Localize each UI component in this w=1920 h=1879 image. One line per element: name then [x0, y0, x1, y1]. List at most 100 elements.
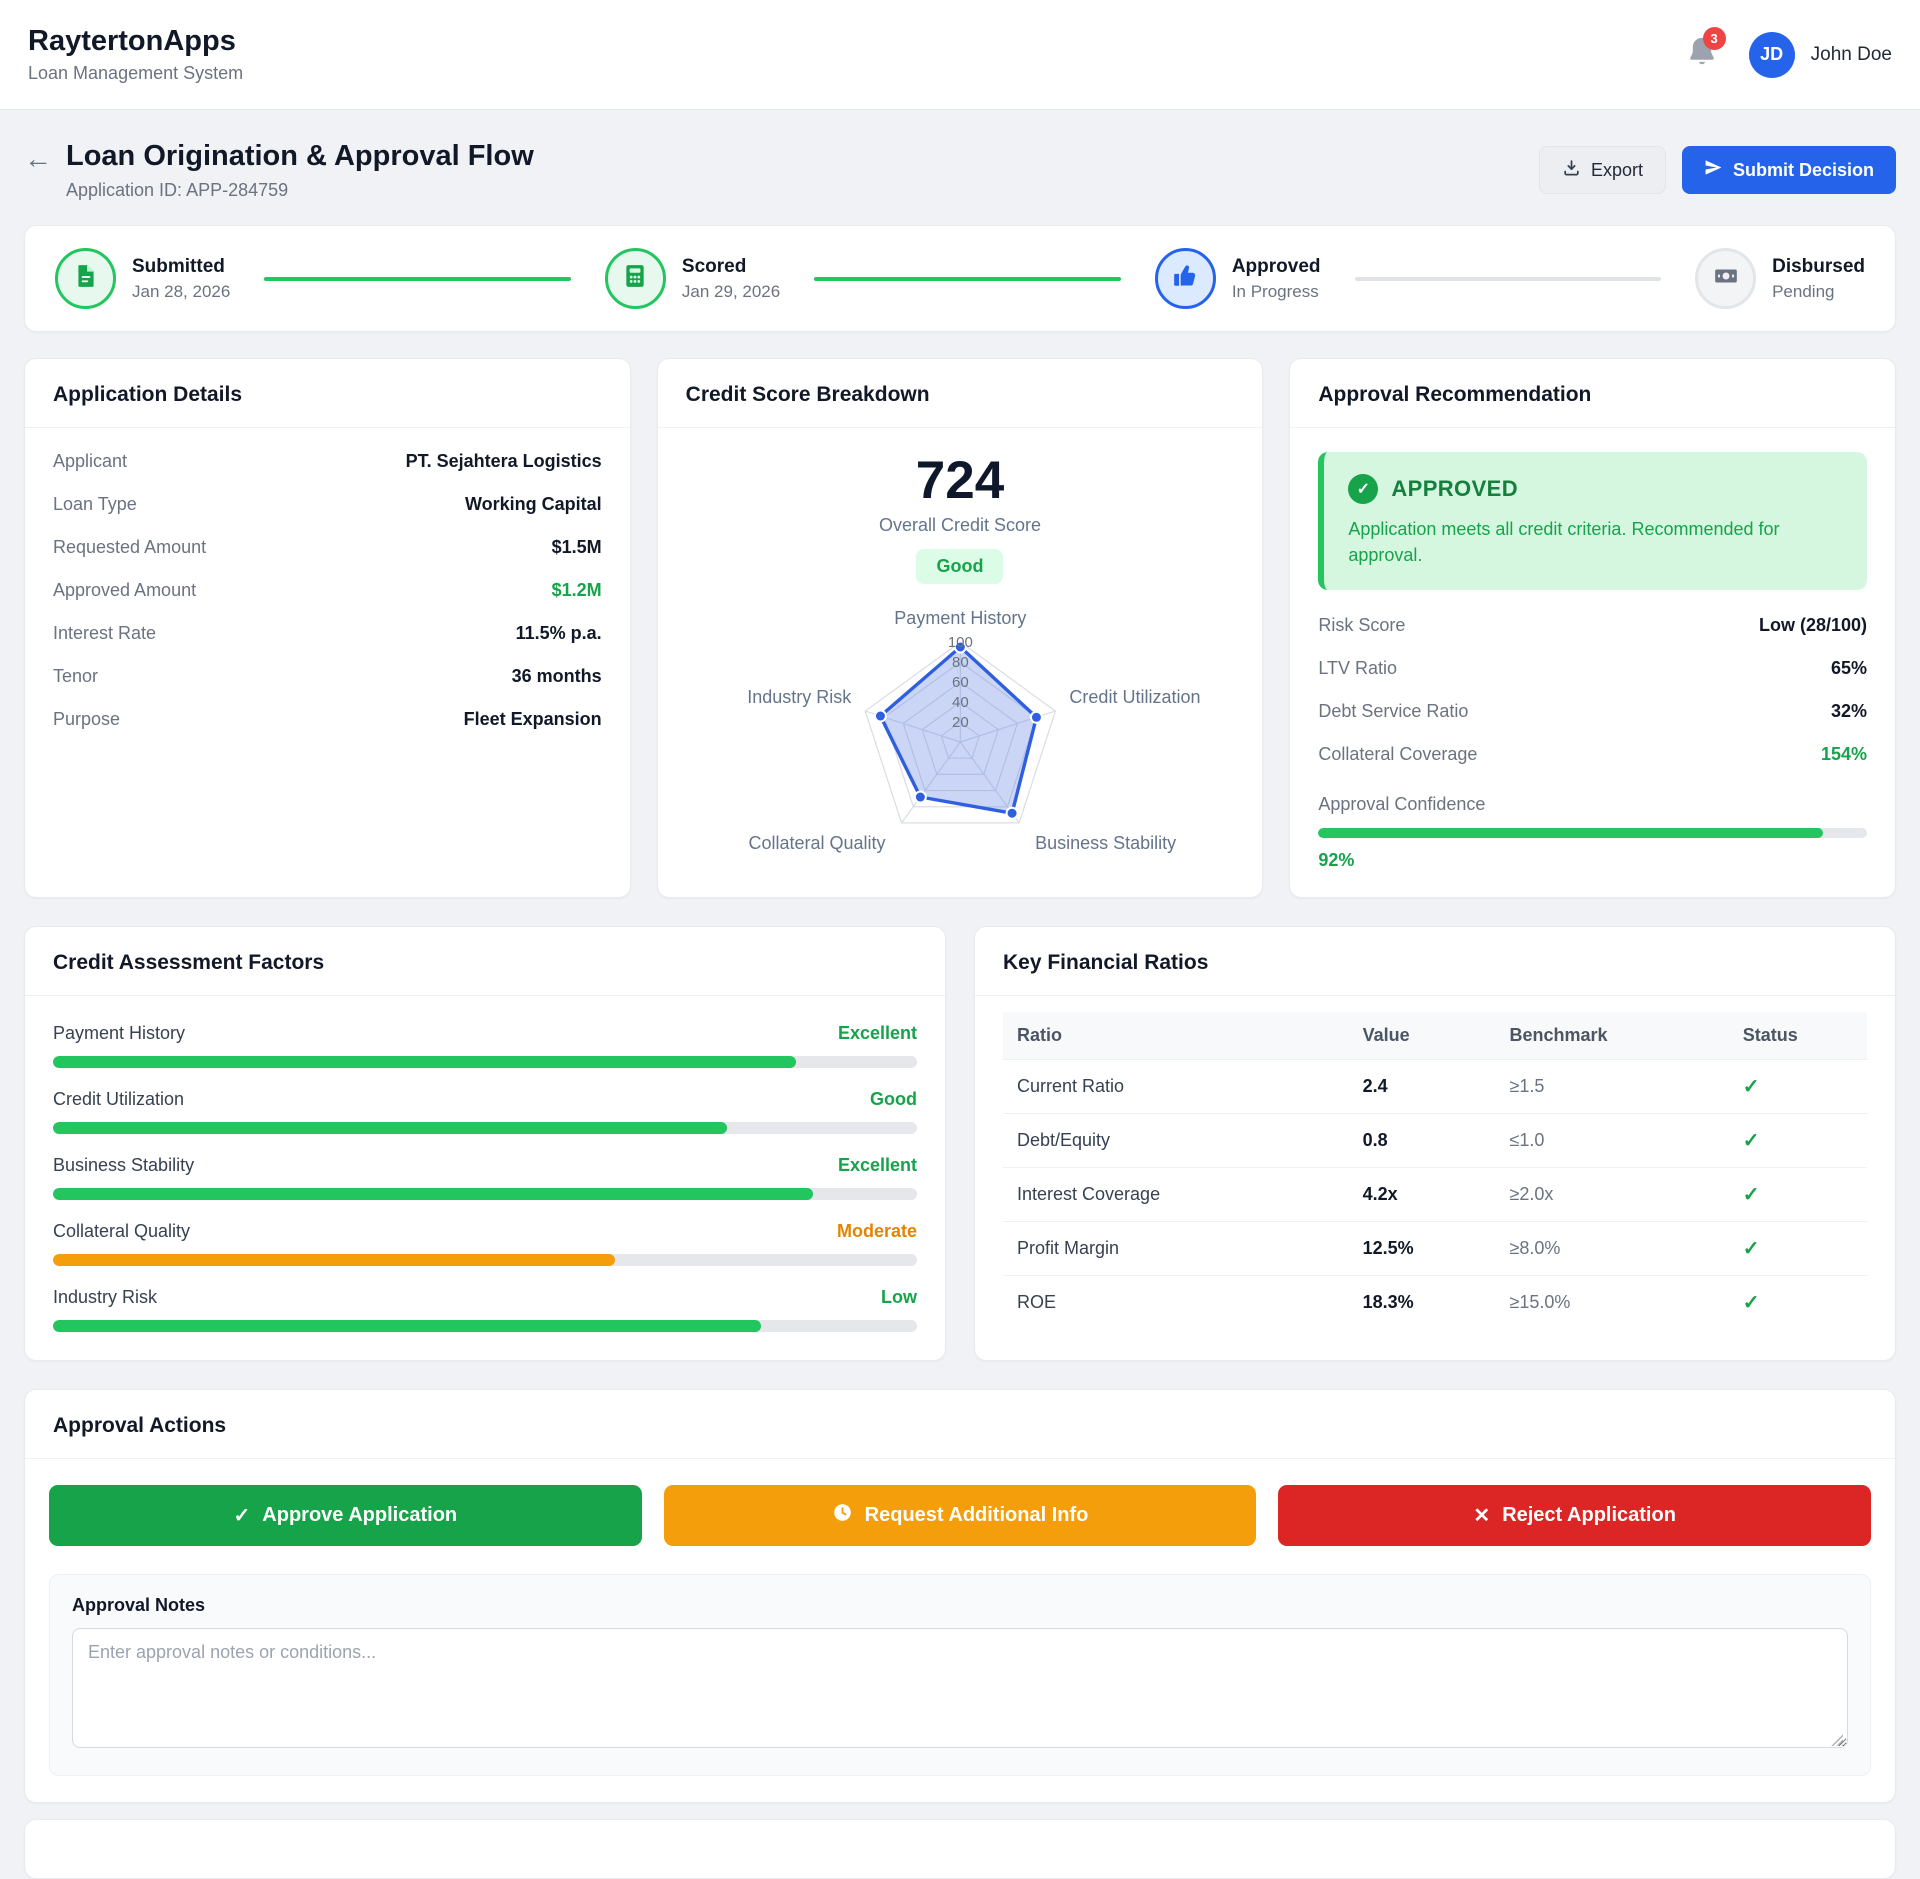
factor-bar-fill [53, 1254, 615, 1267]
factor-rating: Low [881, 1287, 917, 1308]
app-title: RaytertonApps [28, 25, 236, 57]
detail-value-approved-amount: $1.2M [551, 580, 602, 600]
metric-label: LTV Ratio [1318, 658, 1398, 679]
step-label: Approved [1231, 255, 1321, 277]
main-content: ← Loan Origination & Approval Flow Appli… [0, 110, 1920, 1879]
avatar[interactable]: JD [1748, 31, 1795, 78]
table-row: Profit Margin 12.5% ≥8.0% ✓ [1003, 1221, 1867, 1276]
factor-bar-track [53, 1320, 917, 1333]
approve-application-button[interactable]: ✓ Approve Application [49, 1485, 642, 1547]
submit-decision-label: Submit Decision [1732, 159, 1874, 180]
assessment-factor: Payment History Excellent [53, 1023, 917, 1069]
step-approved-circle [1154, 248, 1216, 309]
ratio-name: ROE [1003, 1275, 1349, 1330]
factor-bar-track [53, 1056, 917, 1069]
request-additional-info-button[interactable]: Request Additional Info [663, 1485, 1257, 1547]
ratio-name: Debt/Equity [1003, 1113, 1349, 1168]
credit-score-label: Overall Credit Score [878, 515, 1042, 535]
check-icon: ✓ [1728, 1167, 1867, 1222]
detail-row: Approved Amount $1.2M [53, 569, 602, 612]
back-button[interactable]: ← [24, 143, 52, 174]
ratio-name: Interest Coverage [1003, 1167, 1349, 1222]
svg-text:100: 100 [947, 634, 972, 651]
svg-text:40: 40 [952, 694, 969, 711]
ratio-name: Profit Margin [1003, 1221, 1349, 1276]
check-icon: ✓ [1728, 1275, 1867, 1330]
card-title: Application Details [25, 359, 630, 428]
export-button[interactable]: Export [1538, 146, 1666, 194]
ratio-name: Current Ratio [1003, 1059, 1349, 1114]
step-sub: Jan 29, 2026 [681, 281, 781, 301]
check-icon: ✓ [1728, 1059, 1867, 1114]
brand: RaytertonApps Loan Management System [28, 25, 243, 84]
ratio-value: 4.2x [1348, 1167, 1496, 1222]
factor-label: Credit Utilization [53, 1089, 185, 1110]
recommendation-message: Application meets all credit criteria. R… [1348, 519, 1780, 566]
ratio-benchmark: ≥1.5 [1495, 1059, 1729, 1114]
check-icon: ✓ [1728, 1221, 1867, 1276]
table-row: Interest Coverage 4.2x ≥2.0x ✓ [1003, 1167, 1867, 1222]
recommendation-status: APPROVED [1391, 476, 1518, 501]
financial-ratios-card: Key Financial Ratios Ratio Value Benchma… [974, 926, 1896, 1362]
approval-recommendation-card: Approval Recommendation ✓ APPROVED Appli… [1289, 358, 1896, 899]
approval-notes-panel: Approval Notes [49, 1574, 1871, 1777]
credit-assessment-card: Credit Assessment Factors Payment Histor… [24, 926, 946, 1362]
metric-label: Collateral Coverage [1318, 744, 1478, 765]
ratio-value: 0.8 [1348, 1113, 1496, 1168]
column-header-status: Status [1742, 1025, 1798, 1046]
factor-label: Business Stability [53, 1155, 195, 1176]
detail-label: Approved Amount [53, 580, 197, 600]
assessment-factor: Credit Utilization Good [53, 1089, 917, 1135]
credit-score-radar-chart: 20 40 60 80 100 Payment History Credit Utiliza… [747, 608, 1200, 853]
document-icon [73, 263, 99, 294]
confidence-bar-fill [1318, 828, 1824, 839]
metric-row: Debt Service Ratio 32% [1318, 690, 1867, 733]
table-row: ROE 18.3% ≥15.0% ✓ [1003, 1275, 1867, 1330]
check-icon: ✓ [233, 1505, 251, 1528]
step-disbursed-circle [1695, 248, 1757, 309]
factor-bar-fill [53, 1056, 797, 1069]
step-label: Submitted [132, 255, 225, 277]
step-scored-circle [604, 248, 666, 309]
svg-text:Collateral Quality: Collateral Quality [748, 833, 885, 853]
metric-value: 32% [1830, 701, 1867, 722]
detail-value: 11.5% p.a. [515, 623, 602, 643]
detail-label: Requested Amount [53, 537, 207, 557]
card-title: Credit Score Breakdown [657, 359, 1263, 428]
column-header-value: Value [1362, 1025, 1410, 1046]
user-name: John Doe [1810, 43, 1892, 65]
detail-label: Interest Rate [53, 623, 157, 643]
check-icon: ✓ [1728, 1113, 1867, 1168]
application-id: Application ID: APP-284759 [66, 180, 289, 200]
ratio-value: 2.4 [1348, 1059, 1496, 1114]
ratio-benchmark: ≥8.0% [1495, 1221, 1729, 1276]
column-header-benchmark: Benchmark [1509, 1025, 1608, 1046]
credit-score-badge: Good [916, 549, 1004, 584]
metric-label: Risk Score [1318, 615, 1406, 636]
progress-stepper: Submitted Jan 28, 2026 Scored Jan 29, 20… [24, 225, 1896, 332]
check-circle-icon: ✓ [1348, 474, 1379, 504]
reject-application-button[interactable]: ✕ Reject Application [1278, 1485, 1872, 1547]
approval-actions-card: Approval Actions ✓ Approve Application R… [24, 1389, 1896, 1804]
step-sub: Jan 28, 2026 [132, 281, 231, 301]
bell-icon [1685, 37, 1719, 73]
submit-decision-button[interactable]: Submit Decision [1681, 146, 1896, 194]
step-connector [1354, 276, 1662, 281]
table-row: Current Ratio 2.4 ≥1.5 ✓ [1003, 1059, 1867, 1114]
factor-label: Industry Risk [53, 1287, 158, 1308]
export-label: Export [1590, 159, 1643, 180]
assessment-factor: Business Stability Excellent [53, 1155, 917, 1201]
ratio-benchmark: ≥15.0% [1495, 1275, 1729, 1330]
factor-bar-track [53, 1254, 917, 1267]
approval-notes-input[interactable] [72, 1628, 1848, 1749]
table-header-row: Ratio Value Benchmark Status [1003, 1012, 1867, 1060]
factor-label: Payment History [53, 1023, 186, 1044]
metric-row: Risk Score Low (28/100) [1318, 604, 1867, 647]
detail-row: Applicant PT. Sejahtera Logistics [53, 440, 602, 483]
app-header: RaytertonApps Loan Management System 3 J… [0, 0, 1920, 110]
step-label: Disbursed [1772, 255, 1866, 277]
notifications-button[interactable]: 3 [1685, 27, 1726, 74]
page-head: ← Loan Origination & Approval Flow Appli… [24, 110, 1896, 201]
download-icon [1562, 158, 1581, 182]
table-row: Debt/Equity 0.8 ≤1.0 ✓ [1003, 1113, 1867, 1168]
